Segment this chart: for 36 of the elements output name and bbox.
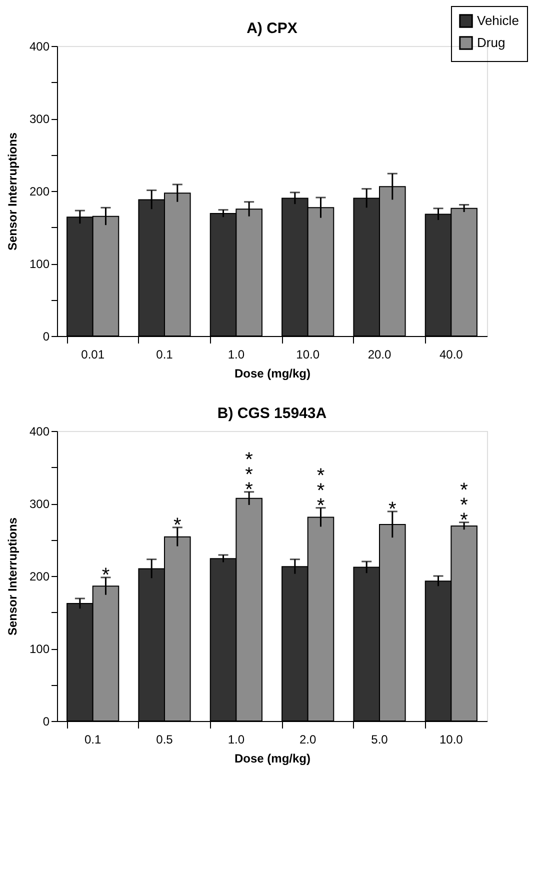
x-axis-title: Dose (mg/kg) xyxy=(234,366,311,380)
x-tick-label: 2.0 xyxy=(299,732,316,746)
x-tick-label: 0.1 xyxy=(156,348,174,362)
y-tick-label: 300 xyxy=(29,112,50,126)
x-tick-label: 10.0 xyxy=(439,732,464,746)
x-tick-label: 10.0 xyxy=(296,348,320,362)
x-tick-label: 0.01 xyxy=(81,348,105,362)
annotation: * xyxy=(174,514,182,536)
y-tick-label: 200 xyxy=(29,570,50,584)
y-tick-label: 0 xyxy=(42,330,50,344)
x-tick-label: 40.0 xyxy=(439,348,464,362)
y-tick-label: 0 xyxy=(42,714,50,728)
x-tick-label: 1.0 xyxy=(228,348,245,362)
annotation: * xyxy=(102,564,110,586)
legend-label: Vehicle xyxy=(477,13,519,28)
chart-title: A) CPX xyxy=(246,20,298,37)
legend-label: Drug xyxy=(477,35,506,50)
y-tick-label: 200 xyxy=(29,184,50,198)
x-tick-label: 5.0 xyxy=(371,732,388,746)
annotation: *** xyxy=(316,464,325,517)
x-axis-title: Dose (mg/kg) xyxy=(234,752,311,766)
y-tick-label: 100 xyxy=(29,257,50,271)
y-tick-label: 100 xyxy=(29,642,50,656)
chart-title: B) CGS 15943A xyxy=(217,405,327,422)
x-tick-label: 1.0 xyxy=(228,732,245,746)
y-tick-label: 400 xyxy=(29,40,50,54)
annotation: *** xyxy=(245,448,254,501)
x-tick-label: 0.1 xyxy=(84,732,102,746)
y-axis-title: Sensor Interruptions xyxy=(5,517,20,636)
y-tick-label: 300 xyxy=(29,497,50,511)
y-tick-label: 400 xyxy=(29,424,50,438)
x-tick-label: 0.5 xyxy=(156,732,174,746)
annotation: * * * xyxy=(460,479,468,532)
annotation: * xyxy=(388,498,396,520)
y-axis-title: Sensor Interruptions xyxy=(5,132,20,251)
x-tick-label: 20.0 xyxy=(368,348,392,362)
